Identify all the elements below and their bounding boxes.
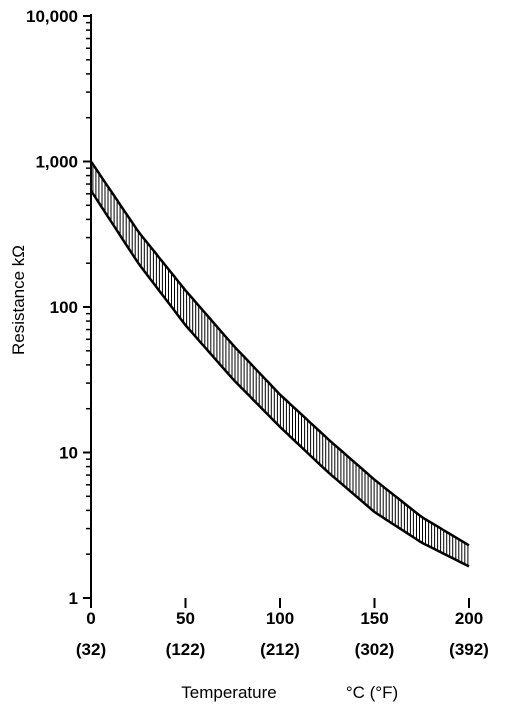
x-axis-ticks: 0 (32) 50 (122) 100 (212) 150 (302) 200 (392)	[76, 598, 489, 659]
y-tick-label: 10,000	[26, 7, 78, 26]
band-hatching	[92, 164, 469, 566]
x-tick-label: 0	[86, 609, 95, 628]
y-tick-label: 1	[69, 589, 78, 608]
x-tick-label: 200	[455, 609, 483, 628]
x-tick-label: 150	[360, 609, 388, 628]
x-tick-label: 50	[176, 609, 195, 628]
y-axis-ticks: 1 10 100 1,000 10,000	[26, 7, 91, 608]
y-axis-title: Resistance kΩ	[9, 245, 28, 355]
upper-resistance-curve	[89, 160, 470, 547]
x-tick-label: 100	[266, 609, 294, 628]
x-axis-units: °C (°F)	[346, 683, 398, 702]
y-tick-label: 1,000	[35, 153, 78, 172]
y-tick-label: 10	[59, 444, 78, 463]
x-tick-sublabel: (32)	[76, 640, 106, 659]
x-axis-title: Temperature	[181, 683, 276, 702]
x-tick-sublabel: (392)	[449, 640, 489, 659]
x-tick-sublabel: (122)	[166, 640, 206, 659]
lower-resistance-curve	[89, 190, 470, 568]
x-tick-sublabel: (212)	[260, 640, 300, 659]
x-tick-sublabel: (302)	[355, 640, 395, 659]
y-tick-label: 100	[50, 298, 78, 317]
